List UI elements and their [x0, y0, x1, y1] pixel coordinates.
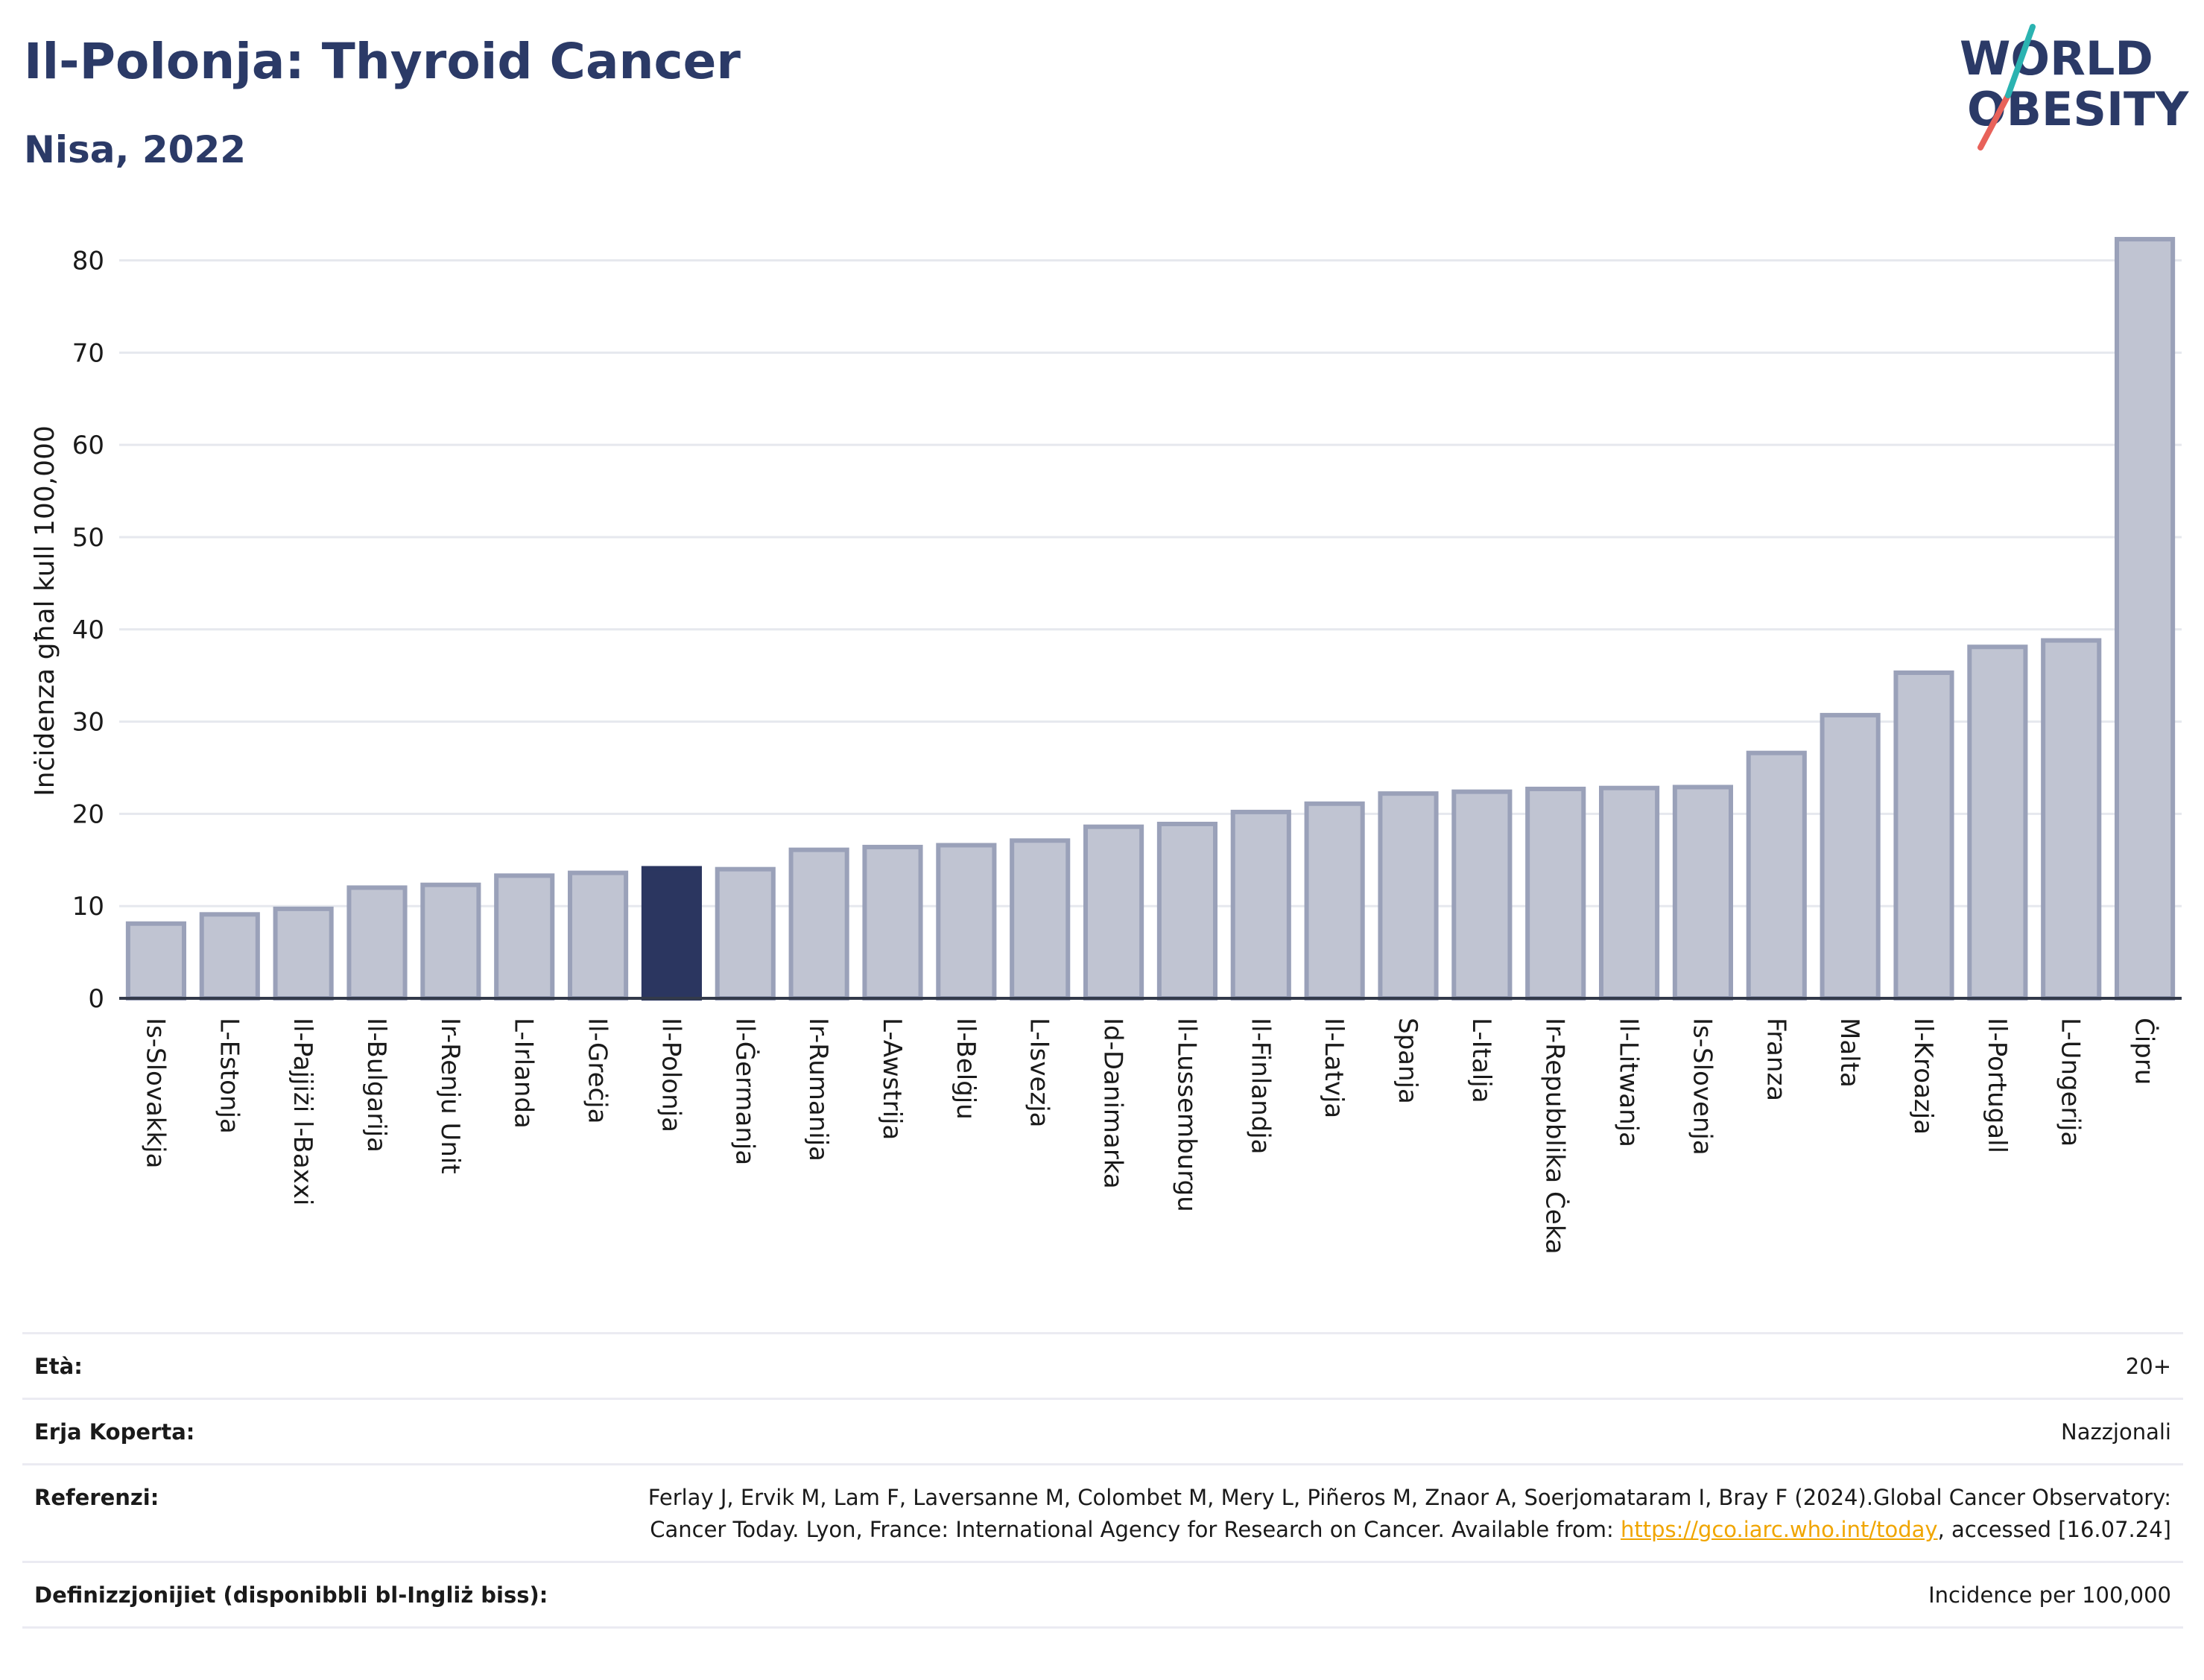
x-tick-label: Il-Litwanja: [1614, 1018, 1644, 1147]
bar-ir-repubblika-eka[interactable]: [1525, 786, 1586, 1001]
bar-l-italja[interactable]: [1451, 789, 1513, 1001]
x-tick-label: Ċipru: [2129, 1018, 2160, 1085]
reference-text: Ferlay J, Ervik M, Lam F, Laversanne M, …: [647, 1485, 2171, 1542]
x-tick-label: Il-Belġju: [951, 1018, 981, 1120]
y-tick-label: 70: [72, 338, 104, 368]
x-tick-label: L-Irlanda: [509, 1018, 539, 1129]
x-tick-label: Is-Slovakkja: [140, 1018, 170, 1168]
y-axis-label: Inċidenza għal kull 100,000: [30, 425, 60, 796]
x-tick-label: Ir-Renju Unit: [435, 1018, 465, 1174]
bar-l-isvezja[interactable]: [1010, 838, 1071, 1001]
bar-chart: 0 10 20 30 40 50 60 70 80 Is-Slovakkja L-Estonja I…: [30, 237, 2182, 1255]
age-label: Età:: [34, 1354, 83, 1379]
bar-id-danimarka[interactable]: [1083, 824, 1144, 1001]
x-tick-label: Il-Greċja: [583, 1018, 612, 1123]
info-table: Età: 20+ Erja Koperta: Nazzjonali Refere…: [22, 1332, 2183, 1629]
y-tick-label: 0: [88, 984, 104, 1014]
y-tick-label: 40: [72, 615, 104, 645]
y-tick-label: 20: [72, 799, 104, 829]
definitions-label: Definizzjonijiet (disponibbli bl-Ingliż …: [34, 1582, 548, 1608]
reference-link[interactable]: https://gco.iarc.who.int/today: [1620, 1517, 1938, 1542]
bar-il-litwanja[interactable]: [1599, 785, 1660, 1001]
x-tick-label: Ir-Rumanija: [803, 1018, 833, 1161]
bar-franza[interactable]: [1746, 750, 1807, 1001]
definitions-value: Incidence per 100,000: [1928, 1582, 2171, 1608]
x-tick-label: L-Ungerija: [2056, 1018, 2086, 1147]
coverage-label: Erja Koperta:: [34, 1419, 195, 1445]
x-tick-label: Il-Ġermanja: [729, 1018, 760, 1165]
bar-malta[interactable]: [1820, 712, 1881, 1001]
bar-il-kroazja[interactable]: [1893, 670, 1954, 1001]
world-obesity-logo: WORLD OBESITY: [1960, 24, 2189, 150]
bar-l-estonja[interactable]: [199, 912, 260, 1001]
bar--ipru[interactable]: [2115, 237, 2176, 1001]
x-tick-label: Il-Bulgarija: [361, 1018, 391, 1153]
bar-ir-renju-unit[interactable]: [420, 882, 481, 1001]
info-row-age: Età: 20+: [22, 1332, 2183, 1398]
bar-il-ermanja[interactable]: [715, 866, 776, 1001]
x-tick-label: Il-Pajjiżi l-Baxxi: [288, 1018, 317, 1205]
x-tick-label: Malta: [1834, 1018, 1864, 1088]
bar-il-portugall[interactable]: [1967, 644, 2028, 1001]
svg-text:WORLD: WORLD: [1960, 31, 2153, 86]
x-tick-label: Ir-Repubblika Ċeka: [1540, 1018, 1571, 1255]
reference-accessed: , accessed [16.07.24]: [1937, 1517, 2171, 1542]
x-tick-label: Franza: [1761, 1018, 1790, 1101]
x-tick-label: L-Estonja: [214, 1018, 244, 1134]
x-tick-label: Il-Finlandja: [1245, 1018, 1275, 1155]
y-tick-label: 80: [72, 247, 104, 276]
x-tick-label: Spanja: [1393, 1018, 1422, 1104]
chart-title: Il-Polonja: Thyroid Cancer: [24, 33, 741, 90]
bar-ir-rumanija[interactable]: [788, 847, 849, 1001]
x-tick-label: L-Awstrija: [877, 1018, 907, 1140]
bar-is-slovenja[interactable]: [1672, 784, 1733, 1001]
bar-il-pajji-i-l-baxxi[interactable]: [273, 906, 334, 1001]
bar-spanja[interactable]: [1378, 791, 1439, 1001]
y-tick-label: 60: [72, 431, 104, 460]
x-tick-label: L-Italja: [1466, 1018, 1496, 1103]
bar-il-lussemburgu[interactable]: [1156, 822, 1217, 1001]
bar-il-finlandja[interactable]: [1230, 809, 1291, 1001]
y-tick-label: 50: [72, 523, 104, 553]
x-tick-label: Il-Latvja: [1319, 1018, 1349, 1118]
bar-il-bulgarija[interactable]: [346, 885, 408, 1001]
chart-subtitle: Nisa, 2022: [24, 128, 247, 171]
bar-is-slovakkja[interactable]: [125, 921, 186, 1001]
x-tick-label: Il-Kroazja: [1908, 1018, 1938, 1135]
info-row-reference: Referenzi: Ferlay J, Ervik M, Lam F, Lav…: [22, 1463, 2183, 1561]
bar-l-irlanda[interactable]: [494, 873, 555, 1001]
info-row-definitions: Definizzjonijiet (disponibbli bl-Ingliż …: [22, 1561, 2183, 1629]
x-tick-label: Il-Portugall: [1982, 1018, 2012, 1153]
y-tick-label: 30: [72, 708, 104, 738]
bar-il-latvja[interactable]: [1304, 801, 1365, 1001]
x-tick-label: Is-Slovenja: [1687, 1018, 1717, 1156]
coverage-value: Nazzjonali: [2061, 1419, 2171, 1445]
reference-label: Referenzi:: [34, 1485, 159, 1510]
info-row-coverage: Erja Koperta: Nazzjonali: [22, 1398, 2183, 1463]
age-value: 20+: [2125, 1354, 2171, 1379]
x-tick-label: Il-Polonja: [656, 1018, 685, 1132]
x-tick-label: Id-Danimarka: [1098, 1018, 1128, 1189]
x-tick-label: Il-Lussemburgu: [1171, 1018, 1201, 1212]
bar-l-awstrija[interactable]: [862, 844, 923, 1001]
bar-l-ungerija[interactable]: [2041, 638, 2102, 1001]
y-tick-label: 10: [72, 892, 104, 922]
reference-value: Ferlay J, Ervik M, Lam F, Laversanne M, …: [621, 1482, 2171, 1546]
x-tick-label: L-Isvezja: [1025, 1018, 1054, 1128]
bar-il-bel-ju[interactable]: [936, 843, 997, 1001]
bar-il-gre-ja[interactable]: [568, 870, 629, 1001]
bar-il-polonja[interactable]: [641, 866, 702, 1001]
